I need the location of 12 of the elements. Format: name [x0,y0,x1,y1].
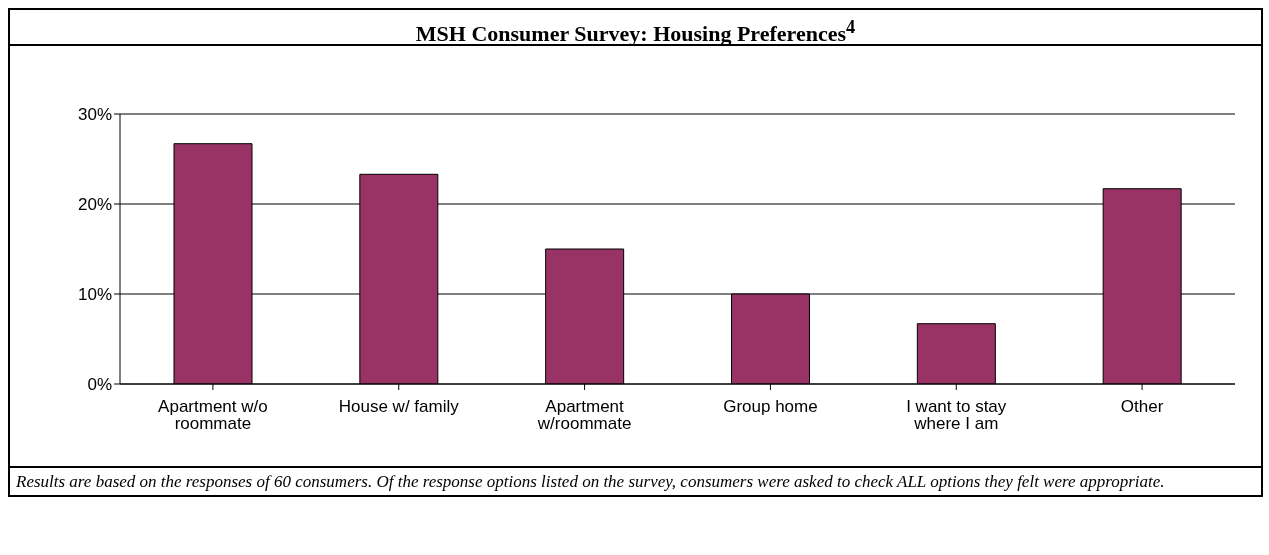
y-tick-label: 10% [77,285,112,305]
x-tick-label: Apartment w/roommate [536,397,632,434]
x-tick-label: I want to stay where I am [906,397,1007,434]
x-tick-label: House w/ family [338,397,460,417]
x-tick-label: Apartment w/o roommate [158,397,268,434]
y-tick-label: 30% [77,105,112,125]
chart-title: MSH Consumer Survey: Housing Preferences$^{4}$ [10,10,1261,47]
text: Results are based on the responses of 60 consumers. Of the response options listed on the survey, consumers were asked to check ALL options they felt were appropriate. [15,471,1166,493]
x-tick-label: Group home [723,397,818,417]
y-tick-label: 20% [77,195,112,215]
x-tick-label: Other [1120,397,1164,417]
y-tick-label: 0% [87,375,112,395]
